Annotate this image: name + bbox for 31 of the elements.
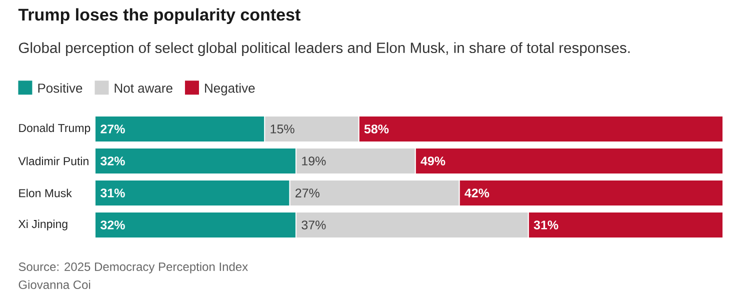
data-label: 27% [100, 124, 125, 134]
bar [528, 211, 723, 238]
y-tick-label: Donald Trump [19, 124, 90, 134]
legend-label: Not aware [114, 84, 172, 93]
data-label: 58% [364, 124, 389, 134]
source-note: Source: 2025 Democracy Perception Index [18, 262, 248, 274]
bar [458, 179, 723, 206]
legend-label: Negative [205, 83, 255, 96]
data-label: 32% [100, 156, 125, 166]
text: Giovanna Coi [18, 280, 90, 289]
y-tick-label: Xi Jinping [18, 220, 68, 230]
bar [95, 116, 266, 142]
bar [95, 179, 290, 206]
legend-label: Positive [38, 83, 82, 93]
bar [95, 147, 296, 174]
data-label: 32% [100, 220, 125, 230]
chart-subtitle: Global perception of select global political leaders and Elon Musk, in share of total responses. [18, 42, 630, 56]
data-label: 37% [302, 220, 326, 230]
data-label: 31% [534, 220, 558, 230]
data-label: 31% [100, 188, 125, 198]
bar [358, 116, 723, 142]
data-label: 49% [420, 156, 446, 166]
bar [95, 211, 296, 238]
y-tick-label: Vladimir Putin [18, 156, 88, 166]
data-label: 19% [302, 156, 326, 166]
data-label: 15% [270, 124, 294, 134]
y-tick-label: Elon Musk [19, 188, 72, 198]
data-label: 27% [296, 188, 320, 198]
data-label: 42% [464, 188, 490, 198]
bar [414, 147, 723, 174]
chart-title: Trump loses the popularity contest [18, 8, 300, 24]
